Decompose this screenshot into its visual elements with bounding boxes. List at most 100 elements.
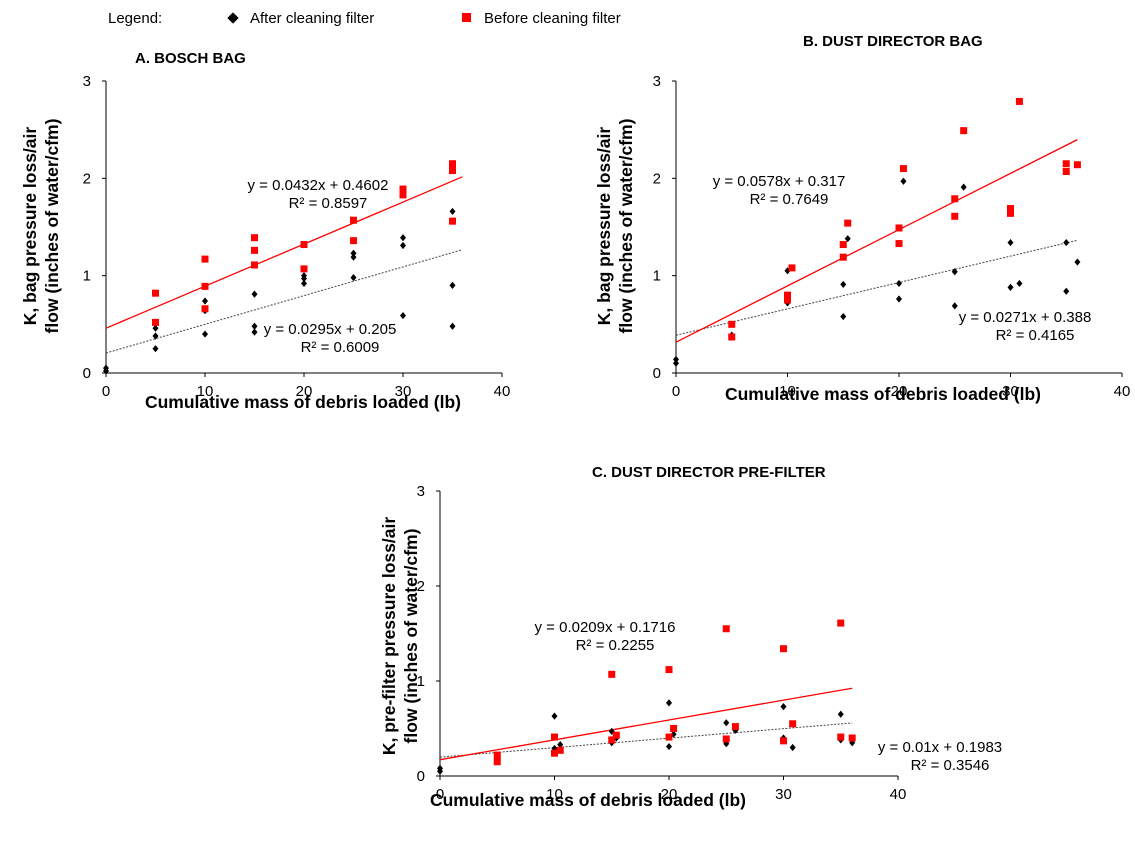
point-after — [301, 274, 307, 283]
y-axis-label: K, bag pressure loss/air flow (inches of … — [594, 119, 636, 334]
point-after — [673, 355, 679, 363]
point-after — [557, 741, 564, 749]
chart-bosch-bag: 0 10 20 30 40 0 1 2 3 A. BOSCH BAG Cumulative mass… — [20, 50, 511, 412]
equation-after: y = 0.0271x + 0.388 R² = 0.4165 — [959, 309, 1092, 344]
x-tick-label: 40 — [890, 786, 907, 803]
point-before — [1062, 168, 1070, 176]
point-after — [837, 710, 844, 718]
point-after — [251, 322, 258, 330]
point-after — [896, 295, 902, 303]
point-before — [1007, 209, 1014, 217]
x-tick-label: 20 — [296, 383, 313, 400]
legend-before-label: Before cleaning filter — [484, 10, 621, 27]
point-after — [951, 268, 958, 276]
point-before — [201, 305, 209, 313]
point-before — [780, 645, 787, 653]
point-before — [1062, 160, 1070, 168]
point-after — [608, 727, 615, 735]
y-tick-label: 0 — [417, 768, 425, 785]
point-before — [493, 758, 501, 766]
y-tick-label: 3 — [83, 73, 91, 90]
y-tick-label: 3 — [417, 483, 425, 500]
y-tick-label: 1 — [653, 268, 661, 285]
x-tick-label: 30 — [395, 383, 412, 400]
point-before — [899, 165, 907, 173]
point-before — [608, 670, 616, 678]
equation-before: y = 0.0578x + 0.317 R² = 0.7649 — [713, 173, 846, 208]
y-tick-label: 1 — [83, 268, 91, 285]
point-after — [900, 177, 907, 185]
point-before — [551, 733, 558, 741]
point-after — [666, 742, 672, 751]
point-before — [152, 289, 159, 297]
legend-before-marker — [462, 13, 471, 22]
chart-title: B. DUST DIRECTOR BAG — [803, 33, 983, 50]
x-tick-label: 10 — [546, 786, 563, 803]
trendline-before — [675, 139, 1078, 343]
point-after — [951, 302, 958, 310]
point-after — [202, 297, 208, 305]
point-after — [350, 249, 357, 257]
y-tick-label: 0 — [83, 365, 91, 382]
point-after — [301, 279, 307, 288]
point-before — [399, 191, 407, 199]
point-before — [556, 746, 564, 754]
point-after — [449, 322, 456, 330]
trendline-after — [675, 239, 1078, 336]
point-before — [839, 241, 847, 249]
x-tick-label: 10 — [197, 383, 214, 400]
chart-dust-director-bag: 0 10 20 30 40 0 1 2 3 B. DUST DIRECTOR BAG Cumulat… — [594, 33, 1130, 404]
legend-title: Legend: — [108, 10, 163, 27]
point-after — [152, 345, 159, 353]
point-after — [551, 712, 558, 720]
x-tick-label: 0 — [436, 786, 444, 803]
point-after — [350, 253, 357, 261]
point-before — [722, 625, 730, 633]
point-after — [1007, 283, 1014, 291]
point-after — [400, 311, 406, 320]
y-tick-label: 3 — [653, 73, 661, 90]
point-before — [449, 160, 456, 168]
x-tick-label: 30 — [775, 786, 792, 803]
point-after — [400, 241, 406, 250]
point-before — [722, 735, 730, 743]
point-before — [784, 296, 791, 304]
point-before — [665, 666, 673, 674]
point-before — [1007, 205, 1014, 213]
point-before — [251, 246, 258, 254]
point-after — [350, 274, 357, 282]
point-after — [896, 279, 902, 288]
y-tick-label: 2 — [83, 170, 91, 187]
point-before — [788, 264, 796, 272]
point-before — [837, 619, 845, 627]
point-before — [670, 725, 678, 732]
trendline-before — [105, 176, 463, 329]
point-before — [201, 255, 209, 263]
x-tick-label: 40 — [494, 383, 511, 400]
point-after — [844, 235, 851, 243]
point-after — [840, 280, 847, 289]
point-before — [895, 224, 903, 232]
x-axis-label: Cumulative mass of debris loaded (lb) — [725, 384, 1041, 404]
point-after — [202, 330, 208, 338]
point-before — [731, 723, 739, 731]
point-after — [449, 281, 456, 289]
chart-title: A. BOSCH BAG — [135, 50, 246, 67]
point-before — [251, 234, 258, 242]
trendline-before — [439, 687, 853, 761]
point-before — [895, 240, 903, 248]
y-axis-label: K, bag pressure loss/air flow (inches of … — [20, 119, 62, 334]
chart-title: C. DUST DIRECTOR PRE-FILTER — [592, 464, 826, 481]
chart-dust-director-prefilter: 0 10 20 30 40 0 1 2 3 C. DUST DIRECTOR PRE-FILTER… — [379, 464, 1002, 810]
point-before — [350, 216, 357, 224]
point-before — [251, 261, 258, 269]
point-before — [300, 265, 308, 273]
point-before — [839, 253, 847, 261]
x-axis-label: Cumulative mass of debris loaded (lb) — [145, 392, 461, 412]
point-before — [612, 731, 620, 739]
point-after — [437, 764, 443, 772]
trendline-after — [439, 722, 853, 758]
point-after — [400, 234, 406, 242]
point-after — [673, 359, 679, 367]
point-before — [844, 219, 852, 227]
